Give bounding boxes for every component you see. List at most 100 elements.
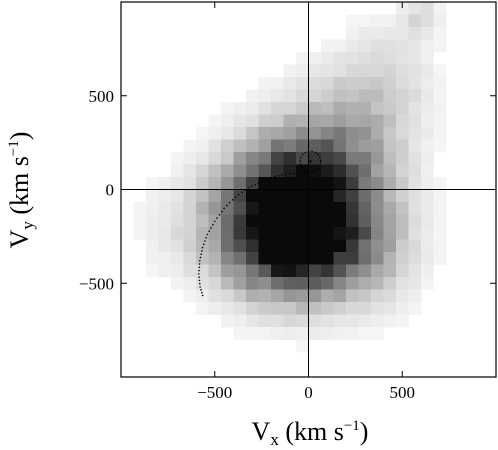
heatmap-cell bbox=[421, 127, 434, 140]
heatmap-cell bbox=[383, 302, 397, 315]
y-axis-ticks: −500 0 500 bbox=[79, 87, 496, 293]
heatmap-cell bbox=[196, 227, 209, 240]
heatmap-cell bbox=[283, 177, 297, 190]
heatmap-cell bbox=[183, 164, 197, 178]
heatmap-cell bbox=[258, 177, 272, 190]
heatmap-cell bbox=[221, 139, 234, 153]
orbit-point bbox=[200, 289, 202, 291]
heatmap-cell bbox=[308, 227, 322, 240]
heatmap-cell bbox=[308, 327, 322, 340]
heatmap-cell bbox=[346, 327, 359, 340]
heatmap-cell bbox=[396, 114, 409, 128]
heatmap-cell bbox=[146, 202, 159, 215]
heatmap-cell bbox=[233, 102, 247, 115]
orbit-point bbox=[241, 191, 243, 194]
heatmap-cell bbox=[433, 127, 447, 140]
heatmap-cell bbox=[333, 189, 347, 203]
heatmap-cell bbox=[308, 102, 322, 115]
orbit-point bbox=[254, 184, 256, 186]
heatmap-cell bbox=[221, 102, 234, 115]
heatmap-cell bbox=[246, 189, 259, 203]
heatmap-cell bbox=[396, 277, 409, 290]
heatmap-cell bbox=[296, 202, 309, 215]
heatmap-cell bbox=[321, 189, 334, 203]
heatmap-cell bbox=[383, 289, 397, 303]
heatmap-cell bbox=[296, 89, 309, 103]
heatmap-cell bbox=[371, 152, 384, 165]
orbit-point bbox=[300, 172, 302, 174]
heatmap-cell bbox=[358, 27, 372, 40]
orbit-point bbox=[292, 172, 295, 175]
heatmap-cell bbox=[296, 327, 309, 340]
heatmap-cell bbox=[246, 102, 259, 115]
heatmap-cell bbox=[308, 264, 322, 278]
heatmap-cell bbox=[258, 302, 272, 315]
heatmap-cell bbox=[358, 89, 372, 103]
heatmap-cell bbox=[321, 89, 334, 103]
heatmap-cell bbox=[221, 214, 234, 228]
heatmap-cell bbox=[433, 2, 447, 15]
heatmap-cell bbox=[283, 102, 297, 115]
heatmap-cell bbox=[233, 277, 247, 290]
heatmap-cell bbox=[258, 327, 272, 340]
heatmap-cell bbox=[408, 139, 422, 153]
heatmap-cell bbox=[233, 127, 247, 140]
heatmap-cell bbox=[396, 202, 409, 215]
heatmap-cell bbox=[258, 202, 272, 215]
heatmap-cell bbox=[158, 189, 172, 203]
heatmap-cell bbox=[296, 164, 309, 178]
heatmap-cell bbox=[346, 64, 359, 78]
heatmap-cell bbox=[183, 214, 197, 228]
heatmap-cell bbox=[283, 114, 297, 128]
orbit-point bbox=[244, 189, 247, 191]
heatmap-cell bbox=[308, 289, 322, 303]
heatmap-cell bbox=[258, 127, 272, 140]
heatmap-cell bbox=[308, 177, 322, 190]
heatmap-cell bbox=[383, 139, 397, 153]
heatmap-cell bbox=[396, 39, 409, 53]
heatmap-cell bbox=[308, 64, 322, 78]
heatmap-cell bbox=[371, 127, 384, 140]
heatmap-cell bbox=[308, 239, 322, 253]
heatmap-cell bbox=[433, 252, 447, 265]
heatmap-cell bbox=[383, 14, 397, 28]
heatmap-cell bbox=[221, 114, 234, 128]
orbit-point bbox=[202, 243, 205, 246]
heatmap-cell bbox=[308, 302, 322, 315]
orbit-point bbox=[201, 250, 203, 252]
heatmap-cell bbox=[396, 289, 409, 303]
crosshair-lines bbox=[121, 2, 496, 377]
heatmap-cell bbox=[421, 152, 434, 165]
x-tick-label: 500 bbox=[390, 383, 416, 402]
heatmap-cell bbox=[358, 277, 372, 290]
heatmap-cell bbox=[321, 277, 334, 290]
heatmap-cell bbox=[208, 189, 222, 203]
heatmap-cell bbox=[233, 314, 247, 328]
heatmap-cell bbox=[208, 164, 222, 178]
heatmap-cell bbox=[408, 302, 422, 315]
heatmap-cell bbox=[371, 64, 384, 78]
heatmap-cell bbox=[171, 239, 184, 253]
heatmap-cell bbox=[396, 177, 409, 190]
heatmap-cell bbox=[408, 164, 422, 178]
orbit-point bbox=[199, 282, 201, 285]
heatmap-cell bbox=[358, 39, 372, 53]
heatmap-cell bbox=[408, 39, 422, 53]
orbit-point bbox=[216, 217, 218, 219]
heatmap-cell bbox=[396, 189, 409, 203]
heatmap-cell bbox=[308, 189, 322, 203]
heatmap-cell bbox=[321, 302, 334, 315]
heatmap-cell bbox=[408, 102, 422, 115]
heatmap-cell bbox=[283, 214, 297, 228]
heatmap-cell bbox=[396, 139, 409, 153]
heatmap-cell bbox=[246, 252, 259, 265]
heatmap-cell bbox=[271, 214, 284, 228]
heatmap-cell bbox=[308, 214, 322, 228]
heatmap-cell bbox=[296, 314, 309, 328]
heatmap-cell bbox=[383, 252, 397, 265]
heatmap-cell bbox=[371, 202, 384, 215]
heatmap-cell bbox=[396, 77, 409, 90]
heatmap-cell bbox=[246, 152, 259, 165]
heatmap-cell bbox=[258, 189, 272, 203]
heatmap-cell bbox=[433, 177, 447, 190]
